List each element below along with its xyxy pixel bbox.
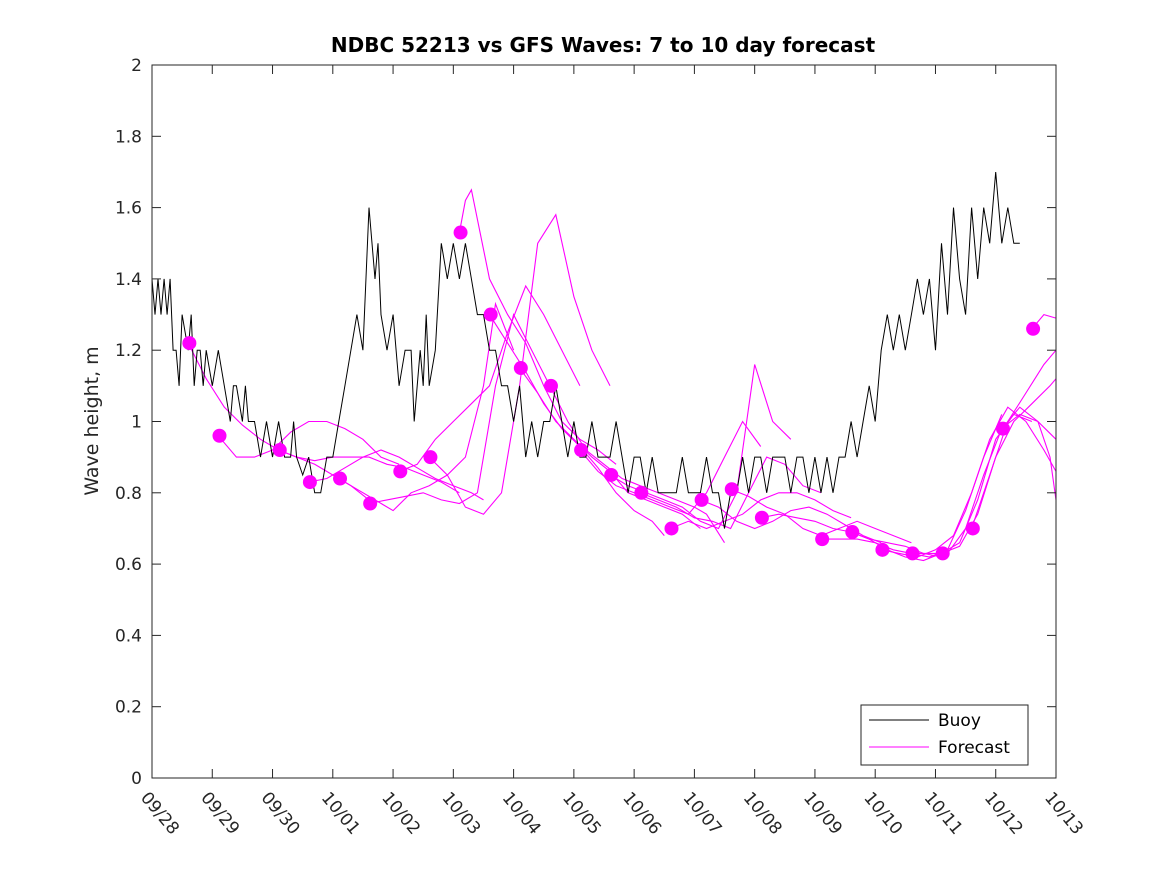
forecast-line	[971, 349, 1057, 529]
x-tick-label: 09/29	[196, 788, 243, 838]
forecast-marker	[543, 378, 558, 393]
forecast-marker	[754, 510, 769, 525]
forecast-marker	[935, 546, 950, 561]
forecast-marker	[272, 443, 287, 458]
y-tick-label: 0.2	[115, 698, 142, 718]
x-tick-label: 10/08	[739, 788, 786, 838]
buoy-line	[151, 171, 1020, 529]
forecast-line	[1001, 413, 1057, 440]
forecast-marker	[995, 421, 1010, 436]
forecast-line	[579, 420, 762, 515]
x-tick-label: 09/30	[257, 788, 304, 838]
forecast-marker	[815, 532, 830, 547]
x-tick-label: 10/10	[859, 788, 906, 838]
y-tick-label: 1.2	[115, 341, 142, 361]
forecast-marker	[694, 492, 709, 507]
y-tick-label: 0	[131, 769, 142, 789]
forecast-line	[549, 385, 725, 543]
forecast-line	[850, 413, 1033, 562]
chart-title: NDBC 52213 vs GFS Waves: 7 to 10 day for…	[331, 33, 876, 57]
forecast-line	[639, 456, 822, 530]
y-tick-label: 1.6	[115, 199, 142, 219]
legend-forecast-label: Forecast	[938, 738, 1010, 758]
forecast-marker	[302, 475, 317, 490]
forecast-marker	[905, 546, 920, 561]
forecast-marker	[1026, 321, 1041, 336]
x-tick-label: 10/03	[438, 788, 485, 838]
legend-box	[860, 704, 1029, 766]
forecast-marker	[574, 443, 589, 458]
x-tick-label: 09/28	[136, 788, 183, 838]
forecast-marker	[513, 361, 528, 376]
x-tick-label: 10/12	[980, 788, 1027, 838]
x-tick-label: 10/02	[377, 788, 424, 838]
y-tick-label: 2	[131, 56, 142, 76]
forecast-line	[368, 313, 551, 505]
forecast-marker	[182, 336, 197, 351]
forecast-line	[881, 406, 1057, 558]
x-tick-label: 10/13	[1040, 788, 1087, 838]
y-tick-label: 1.8	[115, 127, 142, 147]
forecast-line	[670, 492, 852, 530]
x-tick-label: 10/01	[317, 788, 364, 838]
forecast-line	[489, 314, 665, 536]
legend: Buoy Forecast	[860, 704, 1029, 766]
y-tick-label: 1.4	[115, 270, 142, 290]
forecast-marker	[965, 521, 980, 536]
x-tick-label: 10/05	[558, 788, 605, 838]
forecast-line	[308, 449, 484, 501]
y-axis: 0 0.2 0.4 0.6 0.8 1 1.2 1.4 1.6 1.8 2	[115, 56, 1056, 789]
forecast-line	[458, 188, 617, 465]
forecast-line	[217, 420, 400, 465]
forecast-marker	[212, 428, 227, 443]
x-tick-label: 10/07	[679, 788, 726, 838]
forecast-marker	[393, 464, 408, 479]
forecast-marker	[724, 482, 739, 497]
forecast-marker	[634, 485, 649, 500]
x-tick-label: 10/11	[920, 788, 967, 838]
x-tick-label: 10/04	[498, 788, 545, 838]
forecast-marker	[483, 307, 498, 322]
plot-area	[151, 171, 1057, 562]
axes-box	[151, 64, 1057, 779]
forecast-marker	[453, 225, 468, 240]
y-tick-label: 0.8	[115, 484, 142, 504]
x-tick-label: 10/06	[618, 788, 665, 838]
forecast-marker	[875, 542, 890, 557]
forecast-line	[398, 284, 581, 472]
y-tick-label: 0.6	[115, 555, 142, 575]
forecast-marker	[845, 525, 860, 540]
forecast-marker	[604, 467, 619, 482]
x-tick-label: 10/09	[799, 788, 846, 838]
forecast-marker	[363, 496, 378, 511]
forecast-line	[338, 301, 515, 512]
forecast-marker	[333, 471, 348, 486]
y-axis-label: Wave height, m	[81, 346, 103, 495]
legend-buoy-label: Buoy	[938, 711, 981, 731]
y-tick-label: 0.4	[115, 626, 142, 646]
forecast-line	[941, 378, 1057, 554]
forecast-marker	[664, 521, 679, 536]
y-tick-label: 1	[131, 413, 142, 433]
forecast-marker	[423, 450, 438, 465]
